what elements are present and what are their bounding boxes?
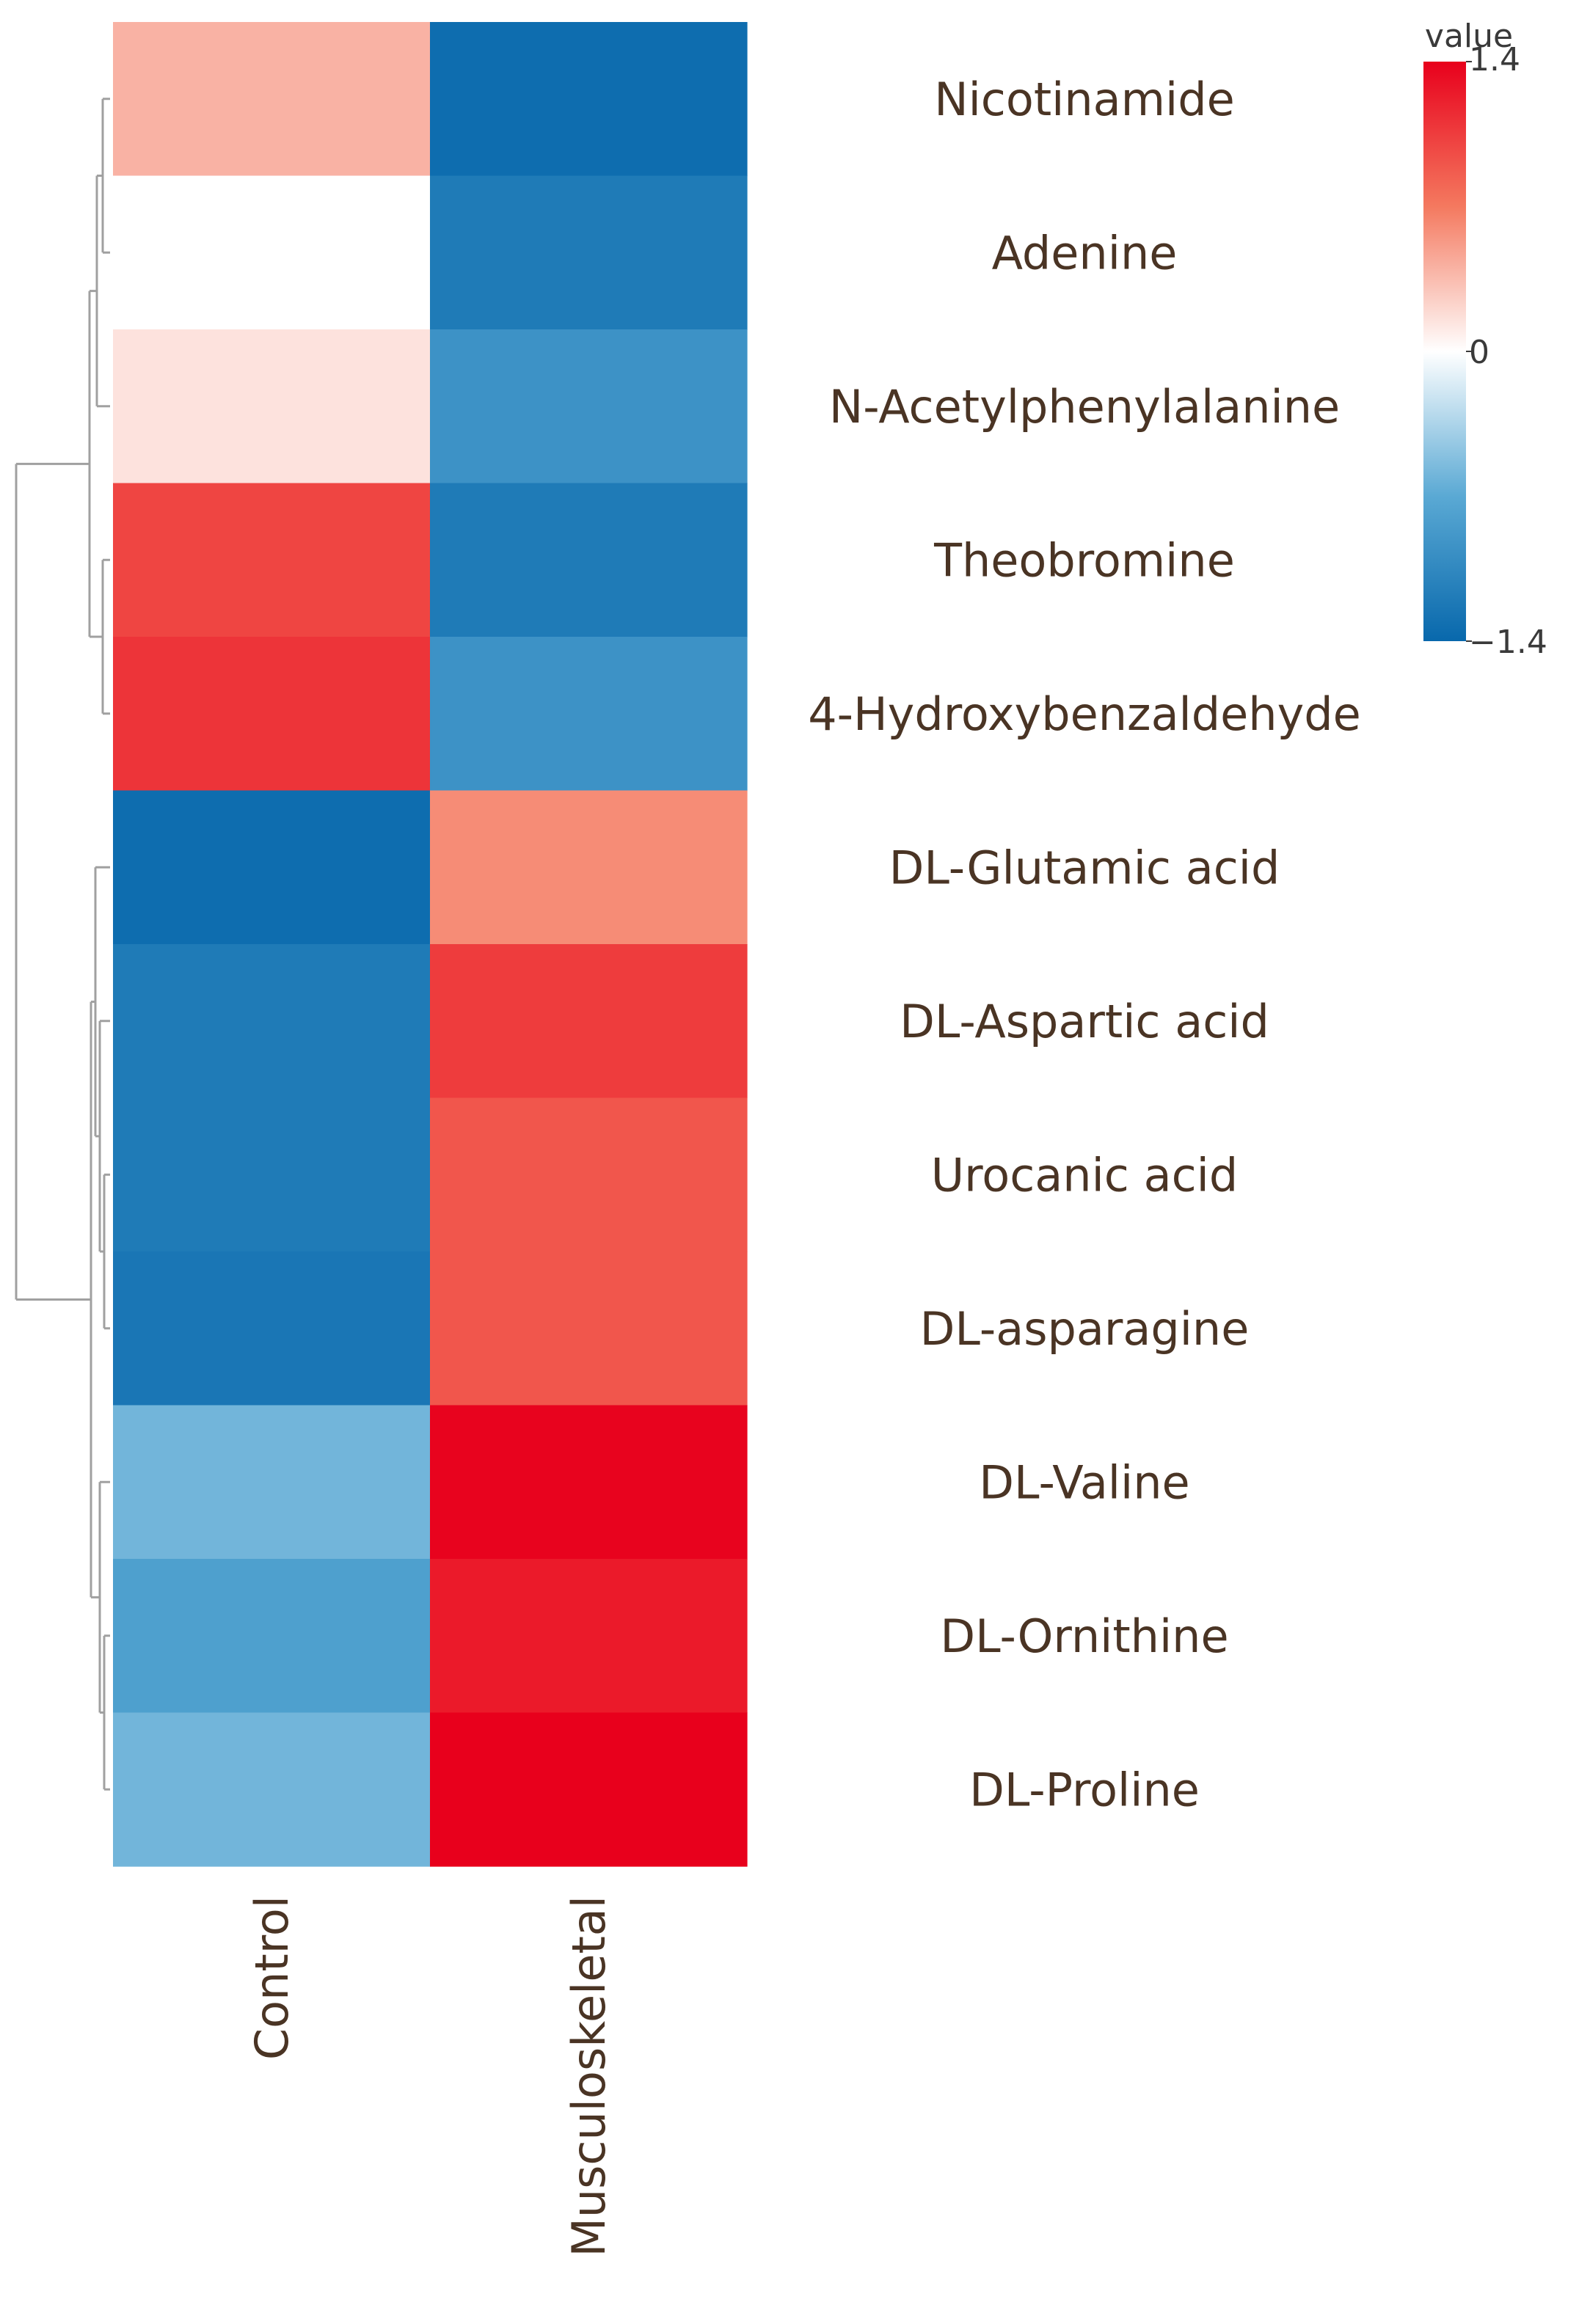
- heatmap-cell: [113, 483, 431, 637]
- heatmap-cell: [430, 1405, 748, 1560]
- row-label: Nicotinamide: [934, 73, 1235, 126]
- heatmap-cell: [430, 790, 748, 945]
- row-label: Urocanic acid: [931, 1148, 1239, 1202]
- heatmap-cell: [113, 944, 431, 1099]
- heatmap-cell: [430, 22, 748, 177]
- row-dendrogram: [15, 98, 110, 1791]
- heatmap-cell: [430, 1097, 748, 1252]
- heatmap-cell: [430, 483, 748, 637]
- legend-colorbar: [1423, 62, 1466, 641]
- heatmap-cell: [113, 790, 431, 945]
- row-label: Theobromine: [933, 533, 1235, 587]
- row-label: DL-asparagine: [920, 1302, 1250, 1356]
- heatmap-cell: [430, 329, 748, 484]
- heatmap-cell: [113, 175, 431, 330]
- row-label: 4-Hydroxybenzaldehyde: [808, 687, 1361, 741]
- heatmap-cell: [430, 1251, 748, 1406]
- heatmap-cells: [113, 22, 748, 1867]
- heatmap-cell: [430, 637, 748, 792]
- heatmap-cell: [113, 1251, 431, 1406]
- legend-ticks: 1.4 0 −1.4: [1466, 41, 1547, 661]
- column-label: Musculoskeletal: [562, 1896, 616, 2257]
- column-labels: Control Musculoskeletal: [245, 1896, 616, 2257]
- row-label: DL-Proline: [969, 1763, 1200, 1816]
- legend-tick-label: 0: [1469, 334, 1489, 371]
- row-label: N-Acetylphenylalanine: [829, 380, 1340, 434]
- column-label: Control: [245, 1896, 299, 2060]
- row-label: DL-Valine: [979, 1455, 1189, 1509]
- heatmap-cell: [113, 1405, 431, 1560]
- heatmap-cell: [430, 1712, 748, 1867]
- row-labels: Nicotinamide Adenine N-Acetylphenylalanine…: [808, 73, 1361, 1817]
- heatmap-cell: [113, 329, 431, 484]
- row-label: Adenine: [992, 226, 1178, 279]
- row-label: DL-Glutamic acid: [889, 841, 1280, 894]
- heatmap-cell: [430, 944, 748, 1099]
- row-label: DL-Ornithine: [940, 1609, 1228, 1663]
- heatmap-cell: [113, 637, 431, 792]
- heatmap-cell: [113, 1097, 431, 1252]
- legend-tick-label: −1.4: [1469, 624, 1547, 661]
- heatmap-cell: [113, 1559, 431, 1714]
- row-label: DL-Aspartic acid: [900, 995, 1269, 1048]
- heatmap-cell: [430, 175, 748, 330]
- legend-tick-label: 1.4: [1469, 41, 1520, 78]
- heatmap-cell: [430, 1559, 748, 1714]
- color-legend: value 1.4 0 −1.4: [1423, 18, 1547, 661]
- heatmap-cell: [113, 1712, 431, 1867]
- heatmap-cell: [113, 22, 431, 177]
- legend-title: value: [1425, 18, 1513, 55]
